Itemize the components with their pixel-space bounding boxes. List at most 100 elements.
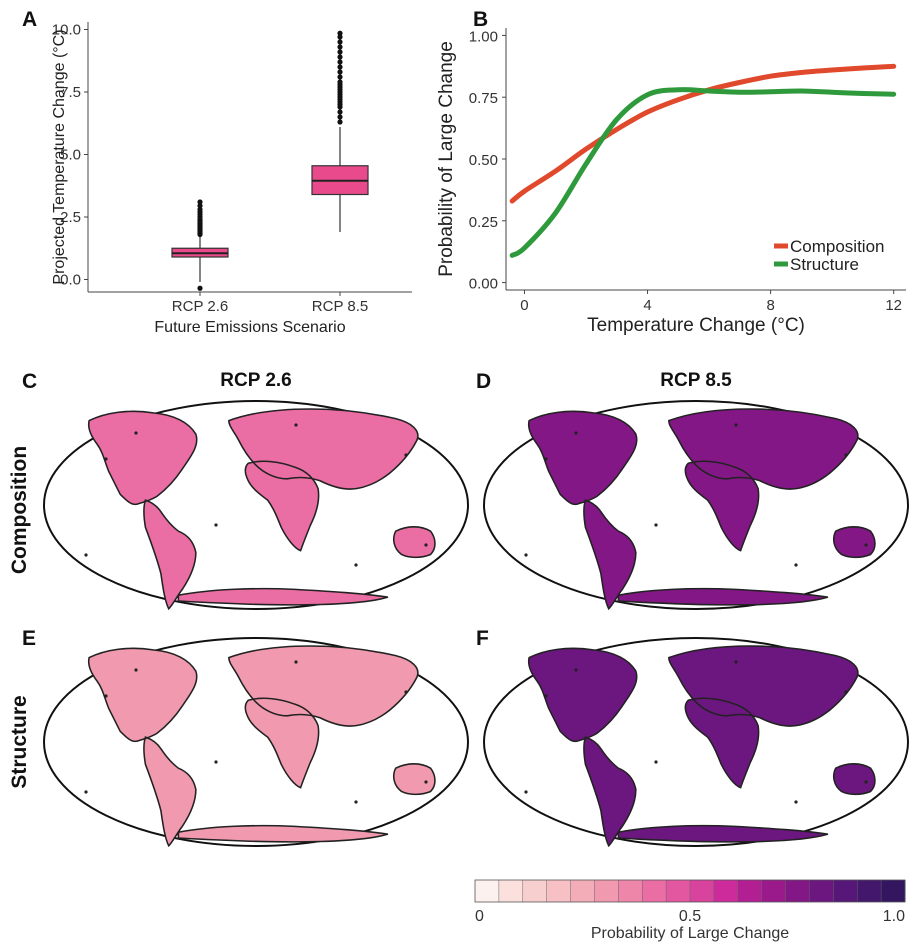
map-c-composition-rcp26 (43, 400, 469, 610)
panel-a-y-axis-title: Projected Temperature Change (°C) (51, 29, 68, 284)
column-header-rcp85: RCP 8.5 (660, 370, 732, 391)
panel-a-plot-area: 0.0 2.5 5.0 7.5 10.0 RCP 2.6 RCP 8.5 (52, 22, 412, 315)
colorbar-step (522, 880, 548, 902)
panel-a-outlier (197, 199, 203, 205)
map-island (544, 457, 548, 461)
colorbar-title: Probability of Large Change (591, 925, 789, 942)
panel-b-series-structure (509, 87, 897, 258)
map-panels (43, 400, 909, 847)
map-island (294, 660, 298, 664)
panel-letter-c: C (22, 370, 37, 393)
panel-b-legend-label: Composition (790, 237, 885, 256)
map-island (84, 790, 88, 794)
column-header-rcp26: RCP 2.6 (220, 370, 291, 391)
colorbar-tick-label: 1.0 (883, 908, 905, 925)
map-island (294, 423, 298, 427)
map-island (844, 690, 848, 694)
map-island (104, 694, 108, 698)
panel-a-y-tick-label: 10.0 (52, 22, 81, 39)
panel-letter-f: F (476, 627, 489, 650)
panel-b-x-axis-title: Temperature Change (°C) (587, 315, 805, 336)
colorbar-frame (474, 879, 906, 903)
panel-a-outlier (337, 79, 343, 85)
map-island (404, 690, 408, 694)
panel-a-y-tick-label: 5.0 (60, 147, 81, 164)
map-island (654, 523, 658, 527)
map-island (574, 431, 578, 435)
panel-b-y-tick-label: 0.75 (469, 90, 498, 107)
panel-a-outlier (337, 69, 343, 75)
panel-a-y-tick-label: 7.5 (60, 84, 81, 101)
panel-b-y-axis-title: Probability of Large Change (436, 41, 457, 277)
colorbar-tick-label: 0 (475, 908, 484, 925)
panel-b-y-tick-label: 0.50 (469, 152, 498, 169)
colorbar-tick-label: 0.5 (679, 908, 701, 925)
panel-b-legend-label: Structure (790, 255, 859, 274)
panel-a-outlier (337, 44, 343, 50)
map-f-structure-rcp85 (483, 637, 909, 847)
panel-a-outlier (337, 39, 343, 45)
panel-a-outlier (337, 54, 343, 60)
panel-b-x-tick-label: 8 (766, 297, 774, 314)
colorbar-step (475, 880, 500, 902)
map-island (794, 800, 798, 804)
map-island (844, 453, 848, 457)
colorbar-step (857, 880, 882, 902)
panel-a-outlier (197, 285, 203, 291)
panel-a-outlier (337, 74, 343, 80)
panel-a-boxplot: A 0.0 2.5 5.0 7.5 10.0 RCP 2.6 RCP 8.5 Future … (22, 8, 412, 336)
colorbar-step (642, 880, 667, 902)
colorbar-step (690, 880, 715, 902)
map-island (794, 563, 798, 567)
map-island (864, 780, 868, 784)
panel-b-y-tick-label: 0.25 (469, 214, 498, 231)
panel-a-outlier (337, 49, 343, 55)
colorbar-step (498, 880, 524, 902)
panel-a-outlier (337, 59, 343, 65)
row-header-structure: Structure (8, 695, 31, 788)
panel-letter-a: A (22, 8, 37, 31)
map-island (544, 694, 548, 698)
map-island (734, 660, 738, 664)
map-island (524, 553, 528, 557)
panel-a-outlier (337, 109, 343, 115)
panel-a-outlier (337, 119, 343, 125)
map-island (84, 553, 88, 557)
colorbar: 0 0.5 1.0 (474, 879, 906, 925)
panel-a-x-tick-label: RCP 2.6 (172, 298, 228, 315)
panel-a-y-tick-label: 0.0 (60, 272, 81, 289)
map-island (214, 523, 218, 527)
colorbar-step (618, 880, 643, 902)
panel-a-x-axis-title: Future Emissions Scenario (154, 319, 345, 336)
panel-b-plot-area: 0.00 0.25 0.50 0.75 1.00 0 4 8 12 (469, 28, 906, 314)
panel-a-outlier (197, 206, 203, 213)
colorbar-step (546, 880, 572, 902)
row-header-composition: Composition (8, 446, 31, 574)
panel-b-y-tick-label: 1.00 (469, 28, 498, 45)
panel-b-y-tick-label: 0.00 (469, 276, 498, 293)
map-island (134, 431, 138, 435)
colorbar-step (666, 880, 691, 902)
panel-letter-e: E (22, 627, 36, 650)
map-island (134, 668, 138, 672)
panel-a-outlier (197, 203, 203, 209)
map-island (574, 668, 578, 672)
colorbar-step (881, 880, 906, 902)
panel-a-outlier (337, 30, 343, 36)
panel-a-outlier (337, 114, 343, 120)
map-island (354, 800, 358, 804)
panel-b-line-chart: B 0.00 0.25 0.50 0.75 1.00 0 4 8 12 Temperature … (436, 8, 906, 336)
panel-b-x-tick-label: 0 (520, 297, 528, 314)
colorbar-step (737, 880, 763, 902)
map-e-structure-rcp26 (43, 637, 469, 847)
panel-letter-b: B (473, 8, 488, 31)
colorbar-step (833, 880, 858, 902)
colorbar-step (809, 880, 834, 902)
map-island (214, 760, 218, 764)
colorbar-step (594, 880, 619, 902)
map-island (424, 780, 428, 784)
colorbar-step (785, 880, 810, 902)
panel-b-x-tick-label: 12 (885, 297, 902, 314)
panel-a-y-tick-label: 2.5 (60, 209, 81, 226)
map-island (734, 423, 738, 427)
